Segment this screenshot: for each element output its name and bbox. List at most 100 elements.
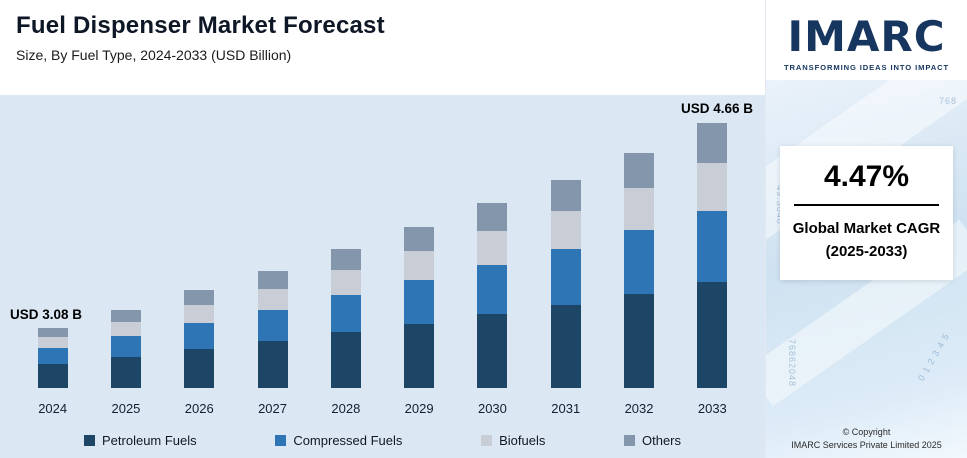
bar-2025: [89, 309, 162, 388]
segment-others: [624, 152, 655, 188]
x-label-2028: 2028: [331, 401, 361, 416]
legend: Petroleum Fuels Compressed Fuels Biofuels O…: [84, 433, 681, 448]
chart-panel: Fuel Dispenser Market Forecast Size, By …: [0, 0, 765, 458]
segment-others: [404, 227, 435, 252]
decor-number: 76862048: [787, 338, 798, 388]
segment-biofuels: [697, 162, 728, 211]
bar-2024: [16, 328, 89, 388]
legend-item-petroleum-fuels: Petroleum Fuels: [84, 433, 197, 448]
segment-biofuels: [404, 251, 435, 281]
legend-label-compressed-fuels: Compressed Fuels: [293, 433, 403, 448]
bar-2028: [309, 248, 382, 388]
bar-2029: [382, 227, 455, 388]
segment-compressed-fuels: [477, 264, 508, 315]
segment-petroleum-fuels: [697, 282, 728, 388]
segment-biofuels: [184, 305, 215, 323]
annotation-end-value: USD 4.66 B: [680, 101, 753, 116]
decorative-panel: 49.3648 768 76862048 0 1 2 3 4 5 4.47% G…: [766, 80, 967, 458]
segment-others: [330, 248, 361, 270]
x-labels: 2024 2025 2026 2027 2028 2029 2030 2031 2032 2033: [16, 401, 749, 416]
legend-swatch-compressed-fuels: [275, 435, 287, 446]
segment-others: [697, 123, 728, 163]
segment-biofuels: [624, 187, 655, 231]
copyright-line1: © Copyright: [842, 427, 891, 437]
segment-others: [184, 290, 215, 306]
x-label-2033: 2033: [697, 401, 727, 416]
cagr-label: Global Market CAGR (2025-2033): [788, 217, 945, 264]
segment-compressed-fuels: [37, 347, 68, 365]
x-label-2026: 2026: [184, 401, 214, 416]
chart-header: Fuel Dispenser Market Forecast Size, By …: [0, 0, 765, 95]
x-label-2029: 2029: [404, 401, 434, 416]
segment-biofuels: [330, 269, 361, 295]
bars: [16, 123, 749, 388]
segment-biofuels: [477, 231, 508, 265]
legend-item-others: Others: [623, 433, 681, 448]
segment-others: [37, 328, 68, 338]
segment-petroleum-fuels: [624, 294, 655, 388]
legend-swatch-biofuels: [481, 435, 493, 446]
segment-compressed-fuels: [404, 280, 435, 324]
chart-area: USD 3.08 B USD 4.66 B 2024 2025 2026 2027 20…: [0, 95, 765, 458]
segment-petroleum-fuels: [404, 323, 435, 388]
decor-number: 768: [938, 96, 957, 106]
page-subtitle: Size, By Fuel Type, 2024-2033 (USD Billi…: [16, 47, 292, 63]
logo-block: IMARC TRANSFORMING IDEAS INTO IMPACT: [766, 0, 967, 80]
bar-2026: [163, 290, 236, 388]
imarc-logo: IMARC: [787, 12, 946, 61]
copyright: © Copyright IMARC Services Private Limit…: [766, 427, 967, 450]
legend-item-compressed-fuels: Compressed Fuels: [275, 433, 402, 448]
x-label-2027: 2027: [258, 401, 287, 416]
segment-petroleum-fuels: [110, 356, 141, 388]
legend-swatch-others: [623, 435, 635, 446]
cagr-value: 4.47%: [823, 160, 910, 193]
cagr-divider: [794, 204, 939, 206]
legend-label-others: Others: [641, 433, 681, 448]
segment-compressed-fuels: [330, 294, 361, 333]
segment-petroleum-fuels: [184, 349, 215, 388]
segment-petroleum-fuels: [477, 314, 508, 388]
legend-item-biofuels: Biofuels: [481, 433, 545, 448]
segment-compressed-fuels: [110, 335, 141, 357]
segment-compressed-fuels: [257, 309, 288, 342]
segment-biofuels: [257, 288, 288, 310]
segment-biofuels: [37, 337, 68, 348]
segment-compressed-fuels: [624, 230, 655, 295]
x-label-2030: 2030: [477, 401, 507, 416]
x-label-2024: 2024: [38, 401, 68, 416]
cagr-label-line1: Global Market CAGR: [792, 220, 941, 237]
copyright-line2: IMARC Services Private Limited 2025: [791, 440, 942, 450]
decor-number: 0 1 2 3 4 5: [916, 331, 952, 383]
x-label-2025: 2025: [111, 401, 141, 416]
segment-others: [550, 180, 581, 212]
legend-swatch-petroleum-fuels: [84, 435, 95, 446]
segment-compressed-fuels: [697, 210, 728, 283]
segment-petroleum-fuels: [550, 304, 581, 388]
brand-sidebar: IMARC TRANSFORMING IDEAS INTO IMPACT 49.…: [765, 0, 967, 458]
segment-biofuels: [550, 211, 581, 249]
bar-2031: [529, 180, 602, 388]
segment-compressed-fuels: [184, 322, 215, 349]
annotation-start-value: USD 3.08 B: [10, 307, 83, 322]
segment-others: [257, 270, 288, 289]
segment-petroleum-fuels: [330, 332, 361, 388]
legend-label-biofuels: Biofuels: [499, 433, 546, 448]
segment-petroleum-fuels: [257, 341, 288, 388]
segment-others: [110, 309, 141, 322]
logo-tagline: TRANSFORMING IDEAS INTO IMPACT: [783, 63, 950, 72]
bar-2027: [236, 270, 309, 388]
segment-biofuels: [110, 321, 141, 336]
cagr-card: 4.47% Global Market CAGR (2025-2033): [780, 146, 953, 280]
bar-2033: [676, 123, 749, 388]
x-label-2031: 2031: [551, 401, 581, 416]
segment-others: [477, 203, 508, 232]
x-label-2032: 2032: [624, 401, 654, 416]
segment-compressed-fuels: [550, 248, 581, 305]
segment-petroleum-fuels: [37, 364, 68, 388]
bar-2032: [602, 152, 675, 388]
page-title: Fuel Dispenser Market Forecast: [16, 12, 385, 39]
legend-label-petroleum-fuels: Petroleum Fuels: [102, 433, 197, 448]
cagr-label-line2: (2025-2033): [825, 243, 908, 261]
bar-2030: [456, 203, 529, 388]
